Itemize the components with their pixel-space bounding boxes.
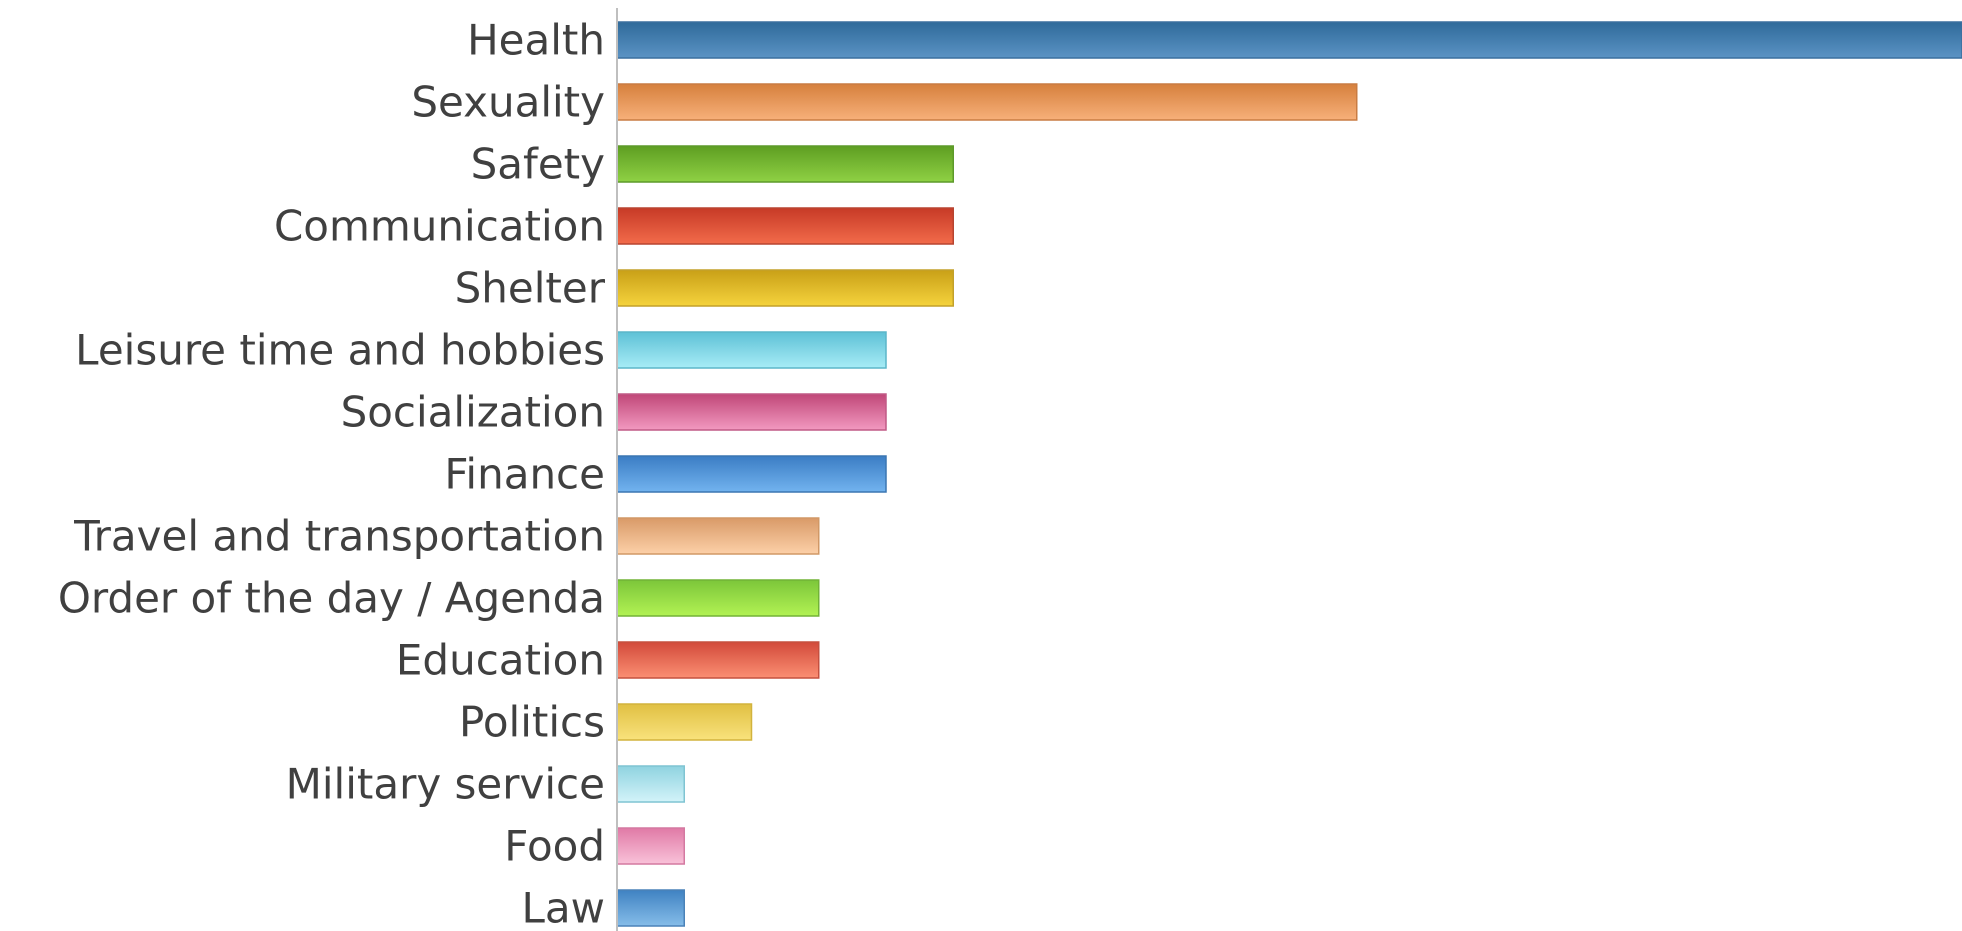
bars-group	[616, 21, 1962, 927]
category-label: Shelter	[455, 264, 606, 313]
bar-finance	[616, 455, 887, 493]
category-label: Politics	[459, 698, 605, 747]
category-label: Food	[504, 822, 605, 871]
category-label: Communication	[274, 202, 605, 251]
category-label: Education	[396, 636, 605, 685]
bar-education	[616, 641, 820, 679]
category-label: Finance	[444, 450, 605, 499]
category-label: Law	[522, 884, 606, 931]
category-label: Safety	[471, 140, 605, 189]
bar-health	[616, 21, 1962, 59]
category-label: Socialization	[341, 388, 605, 437]
bar-leisure-time-and-hobbies	[616, 331, 887, 369]
bar-safety	[616, 145, 954, 183]
category-label: Travel and transportation	[73, 512, 605, 561]
bar-military-service	[616, 765, 685, 803]
bar-law	[616, 889, 685, 927]
bar-sexuality	[616, 83, 1358, 121]
bar-communication	[616, 207, 954, 245]
bar-politics	[616, 703, 753, 741]
category-label: Leisure time and hobbies	[75, 326, 605, 375]
category-label: Order of the day / Agenda	[58, 574, 605, 623]
bar-food	[616, 827, 685, 865]
category-label: Military service	[286, 760, 605, 809]
category-label: Health	[467, 16, 605, 65]
category-labels-group: Health Sexuality Safety Communication Shelte…	[58, 16, 606, 931]
bar-travel-and-transportation	[616, 517, 820, 555]
bar-socialization	[616, 393, 887, 431]
bar-order-of-the-day-agenda	[616, 579, 820, 617]
category-label: Sexuality	[411, 78, 605, 127]
bar-shelter	[616, 269, 954, 307]
